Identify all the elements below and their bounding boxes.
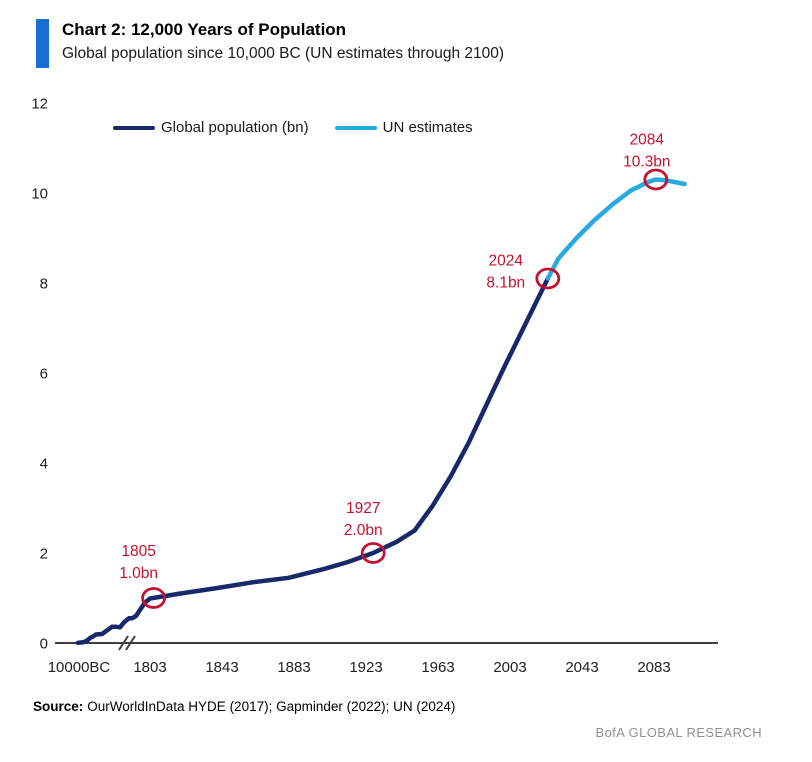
- annotation-year-label: 1805: [121, 543, 155, 560]
- un-estimates-series-line: [545, 177, 687, 281]
- annotation-circle: [141, 587, 167, 609]
- lightblue-line-swatch-icon: [334, 125, 377, 130]
- legend-item-global-population: Global population (bn): [113, 119, 309, 136]
- x-axis-tick-label: 2083: [637, 659, 670, 676]
- chart-legend: Global population (bn) UN estimates: [113, 119, 473, 136]
- source-label: Source:: [33, 699, 84, 714]
- annotation-year-label: 2084: [630, 132, 665, 149]
- legend-label: UN estimates: [382, 119, 473, 136]
- x-axis-tick-label: 1803: [133, 659, 166, 676]
- source-note: Source: OurWorldInData HYDE (2017); Gapmi…: [33, 699, 455, 714]
- navy-line-swatch-icon: [113, 125, 155, 130]
- legend-item-un-estimates: UN estimates: [334, 119, 473, 136]
- y-axis-tick-label: 12: [31, 96, 48, 113]
- y-axis-tick-label: 8: [40, 276, 48, 293]
- bofa-global-research-brand: BofA GLOBAL RESEARCH: [595, 725, 762, 740]
- x-axis-tick-label: 10000BC: [48, 659, 111, 676]
- y-axis-tick-label: 10: [31, 186, 48, 203]
- x-axis-tick-label: 2043: [565, 659, 598, 676]
- annotation-value-label: 8.1bn: [486, 275, 525, 292]
- y-axis-tick-label: 6: [40, 366, 48, 383]
- legend-label: Global population (bn): [161, 119, 309, 136]
- chart-title: Chart 2: 12,000 Years of Population: [62, 20, 347, 39]
- annotation-value-label: 10.3bn: [623, 154, 670, 171]
- y-axis-tick-label: 0: [40, 636, 48, 653]
- source-text: OurWorldInData HYDE (2017); Gapminder (2…: [87, 699, 456, 714]
- x-axis-tick-label: 1843: [205, 659, 238, 676]
- title-accent-bar: [36, 19, 49, 68]
- annotation-circle: [643, 168, 669, 191]
- y-axis-tick-label: 2: [40, 546, 48, 563]
- y-axis-tick-label: 4: [40, 456, 48, 473]
- annotation-year-label: 2024: [489, 253, 524, 270]
- annotation-value-label: 2.0bn: [344, 522, 383, 539]
- axis-break-marks: [118, 635, 136, 651]
- annotation-circle: [535, 267, 561, 290]
- annotation-year-label: 1927: [346, 500, 380, 517]
- x-axis-tick-label: 2003: [493, 659, 526, 676]
- x-axis-tick-label: 1923: [349, 659, 382, 676]
- x-axis-tick-label: 1963: [421, 659, 454, 676]
- chart-subtitle: Global population since 10,000 BC (UN es…: [62, 45, 505, 62]
- annotation-value-label: 1.0bn: [119, 565, 158, 582]
- global-population-series-line: [75, 276, 551, 646]
- x-axis-tick-label: 1883: [277, 659, 310, 676]
- annotation-circle: [360, 542, 386, 564]
